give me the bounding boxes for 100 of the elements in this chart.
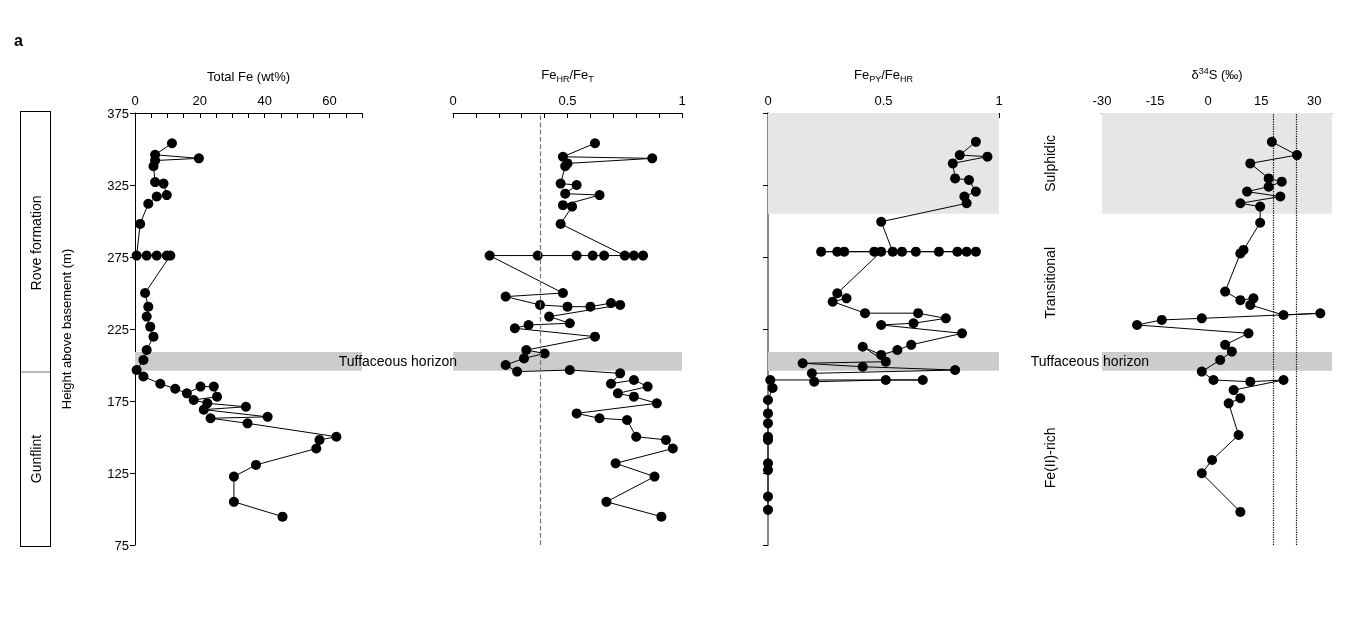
point xyxy=(535,299,546,310)
point xyxy=(519,353,529,364)
y-tick-label: 375 xyxy=(107,105,129,121)
point xyxy=(539,348,550,359)
point xyxy=(250,459,261,470)
point xyxy=(228,496,239,507)
x-tick-label: 20 xyxy=(192,93,208,108)
point xyxy=(141,250,152,261)
point xyxy=(562,301,573,312)
text: Sulphidic xyxy=(1042,134,1058,192)
point xyxy=(763,394,773,405)
point xyxy=(619,250,630,261)
point xyxy=(193,153,204,164)
point xyxy=(148,161,159,172)
point xyxy=(908,318,919,329)
point xyxy=(841,293,852,304)
point xyxy=(816,246,827,257)
point xyxy=(957,328,968,339)
point xyxy=(940,313,951,324)
point xyxy=(896,246,907,257)
y-tick-label: 75 xyxy=(114,537,129,553)
point xyxy=(970,246,981,257)
point xyxy=(262,411,273,422)
x-tick-label: 1 xyxy=(678,93,686,108)
point xyxy=(1196,366,1207,377)
point xyxy=(138,371,149,382)
point xyxy=(763,504,773,515)
point xyxy=(606,298,617,309)
point xyxy=(500,360,511,370)
point xyxy=(1235,248,1246,259)
point xyxy=(1226,346,1237,357)
point xyxy=(557,200,568,211)
point xyxy=(1228,385,1239,396)
point xyxy=(961,246,972,257)
point xyxy=(763,418,773,429)
point xyxy=(651,398,662,409)
x-tick-label: -30 xyxy=(1092,93,1112,108)
x-axis-title: Total Fe (wt%) xyxy=(206,69,291,84)
point xyxy=(311,443,322,454)
point xyxy=(763,491,773,502)
point xyxy=(532,250,543,261)
point xyxy=(857,341,868,352)
point xyxy=(892,345,903,356)
point xyxy=(763,465,773,476)
point xyxy=(512,366,523,377)
stratigraphic-column: Rove formation Gunflint xyxy=(20,111,51,547)
text: Fe(II)-rich xyxy=(1042,427,1058,489)
point xyxy=(1220,286,1231,297)
point xyxy=(860,308,871,319)
point xyxy=(806,368,817,379)
point xyxy=(589,138,600,149)
point xyxy=(131,365,142,376)
point xyxy=(797,358,808,369)
point xyxy=(1235,393,1246,404)
point xyxy=(135,218,146,229)
x-tick-label: 0 xyxy=(449,93,457,108)
point xyxy=(638,250,649,261)
point xyxy=(143,301,154,312)
point xyxy=(950,173,961,184)
point xyxy=(500,291,511,302)
point xyxy=(970,186,981,197)
text: a xyxy=(14,32,23,50)
point xyxy=(857,361,868,372)
point xyxy=(141,345,152,356)
point xyxy=(1235,506,1246,517)
band-label: Tuffaceous horizon xyxy=(338,353,457,370)
point xyxy=(642,381,653,392)
point xyxy=(145,321,156,332)
point xyxy=(1278,374,1289,385)
point xyxy=(205,413,216,424)
point xyxy=(158,178,169,189)
text: Transitional xyxy=(1042,246,1058,319)
point xyxy=(667,443,678,454)
band-label: Tuffaceous horizon xyxy=(1030,353,1149,370)
y-axis-title: Height above basement (m) xyxy=(59,248,74,410)
point xyxy=(950,365,961,376)
point xyxy=(571,408,582,419)
point xyxy=(1207,455,1218,466)
point xyxy=(1278,310,1289,321)
point xyxy=(615,368,626,379)
y-tick-label: 325 xyxy=(107,177,129,193)
point xyxy=(952,246,963,257)
point xyxy=(1255,201,1266,212)
y-tick-label: 225 xyxy=(107,321,129,337)
point xyxy=(628,391,639,402)
point xyxy=(887,246,898,257)
point xyxy=(331,431,342,442)
point xyxy=(1196,468,1207,479)
point xyxy=(131,250,142,261)
point xyxy=(1263,173,1274,184)
point xyxy=(876,246,887,257)
point xyxy=(151,191,162,202)
point xyxy=(809,376,820,387)
point xyxy=(628,374,639,385)
point xyxy=(594,190,605,201)
point xyxy=(827,296,838,307)
point xyxy=(970,136,981,147)
x-tick-label: 1 xyxy=(995,93,1003,108)
point xyxy=(933,246,944,257)
point xyxy=(906,339,917,350)
